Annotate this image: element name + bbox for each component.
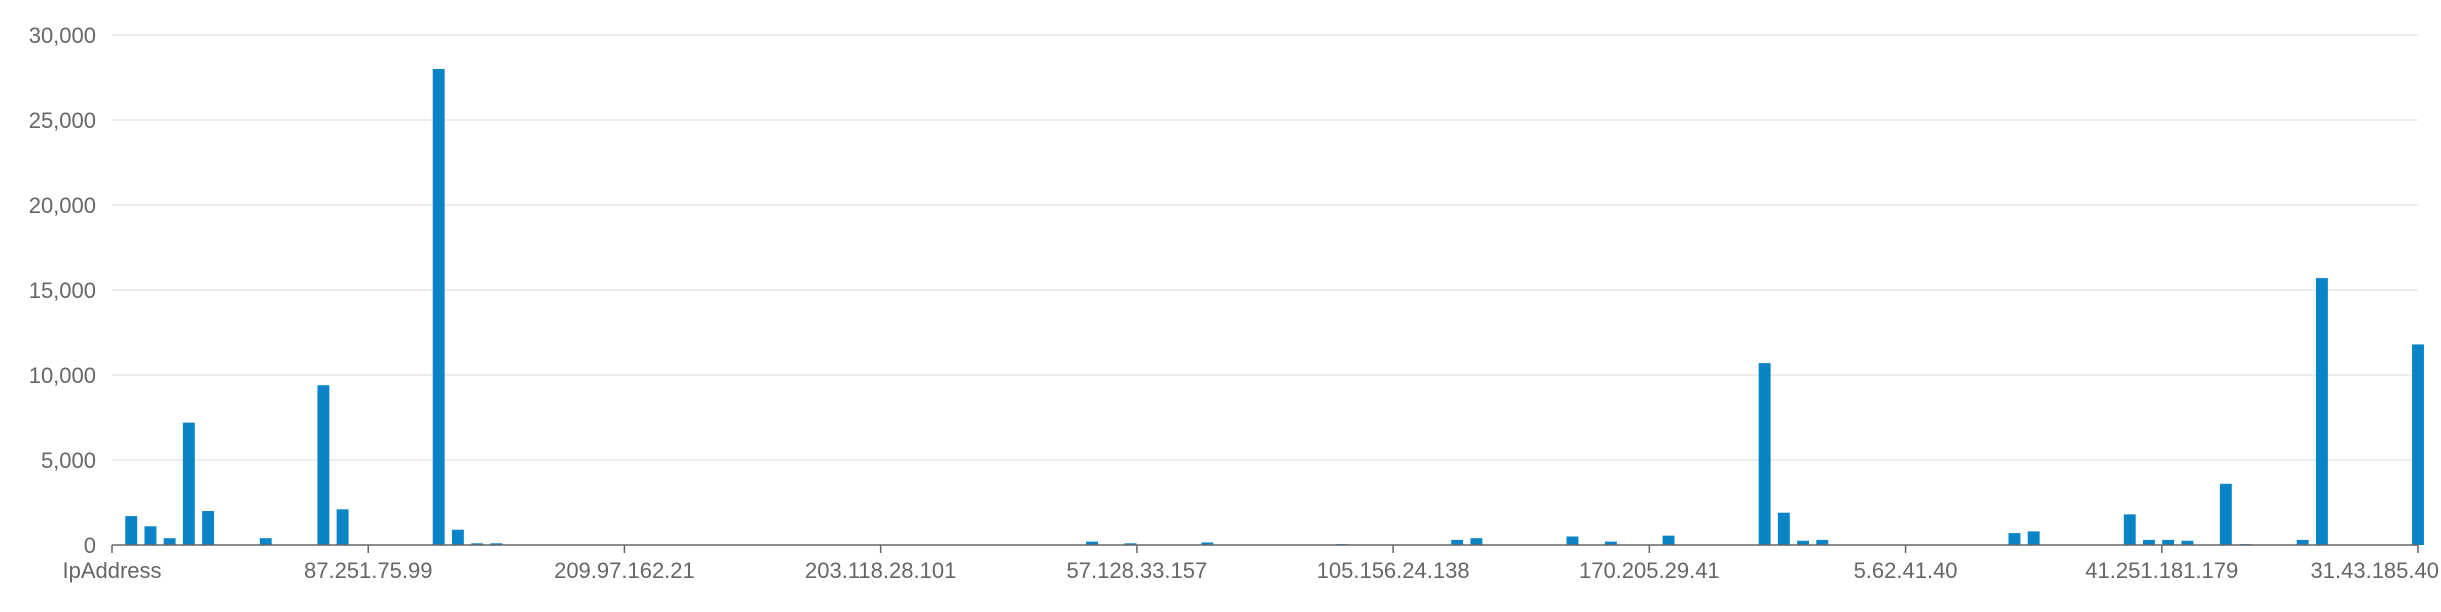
x-tick-label: 87.251.75.99 — [304, 558, 432, 583]
y-tick-label: 20,000 — [29, 193, 96, 218]
bar[interactable] — [1777, 512, 1790, 545]
bar[interactable] — [1086, 541, 1098, 545]
bar[interactable] — [1816, 539, 1829, 545]
y-tick-label: 15,000 — [29, 278, 96, 303]
bar[interactable] — [182, 422, 195, 545]
x-tick-label: 41.251.181.179 — [2085, 558, 2238, 583]
x-tick-label: 5.62.41.40 — [1854, 558, 1958, 583]
x-tick-label: 57.128.33.157 — [1067, 558, 1208, 583]
bar[interactable] — [2123, 514, 2136, 545]
bar[interactable] — [1758, 363, 1771, 545]
bar[interactable] — [432, 69, 445, 545]
bar[interactable] — [1201, 542, 1214, 545]
bar[interactable] — [2219, 483, 2232, 545]
bar[interactable] — [163, 538, 176, 545]
axis-layer — [111, 544, 2419, 553]
bar[interactable] — [2296, 539, 2309, 545]
bar[interactable] — [1662, 535, 1675, 545]
bar[interactable] — [2315, 278, 2328, 545]
x-tick-label: 105.156.24.138 — [1317, 558, 1470, 583]
grid-layer — [112, 34, 2418, 461]
bar[interactable] — [202, 511, 215, 545]
bars-layer — [125, 69, 2424, 545]
bar[interactable] — [317, 385, 330, 545]
bar[interactable] — [471, 543, 484, 545]
x-tick-label: 203.118.28.101 — [805, 558, 956, 583]
y-tick-label: 5,000 — [41, 448, 96, 473]
bar[interactable] — [125, 516, 138, 545]
bar[interactable] — [1124, 543, 1137, 545]
x-tick-labels: IpAddress 87.251.75.99 209.97.162.21 203.11… — [62, 558, 2439, 583]
x-tick-label: 31.43.185.40 — [2311, 558, 2439, 583]
x-tick-label: 170.205.29.41 — [1579, 558, 1720, 583]
bar[interactable] — [1470, 538, 1483, 545]
bar[interactable] — [2027, 531, 2040, 545]
bar[interactable] — [144, 526, 157, 545]
y-tick-label: 30,000 — [29, 23, 96, 48]
bar[interactable] — [2008, 533, 2021, 545]
bar[interactable] — [1566, 536, 1579, 546]
bar[interactable] — [336, 509, 349, 545]
y-tick-labels: 0 5,000 10,000 15,000 20,000 25,000 30,000 — [29, 23, 96, 558]
y-tick-label: 0 — [84, 533, 96, 558]
bar[interactable] — [1797, 540, 1810, 545]
bar[interactable] — [490, 543, 503, 545]
x-tick-label: 209.97.162.21 — [554, 558, 695, 583]
bar[interactable] — [2181, 540, 2194, 545]
bar[interactable] — [259, 538, 272, 545]
bar[interactable] — [1604, 541, 1617, 545]
y-tick-label: 25,000 — [29, 108, 96, 133]
bar[interactable] — [2162, 539, 2175, 545]
bar[interactable] — [2143, 539, 2155, 545]
bar[interactable] — [2412, 344, 2424, 545]
y-tick-label: 10,000 — [29, 363, 96, 388]
bar[interactable] — [451, 529, 464, 545]
x-tick-label: IpAddress — [62, 558, 161, 583]
bar[interactable] — [1451, 539, 1464, 545]
